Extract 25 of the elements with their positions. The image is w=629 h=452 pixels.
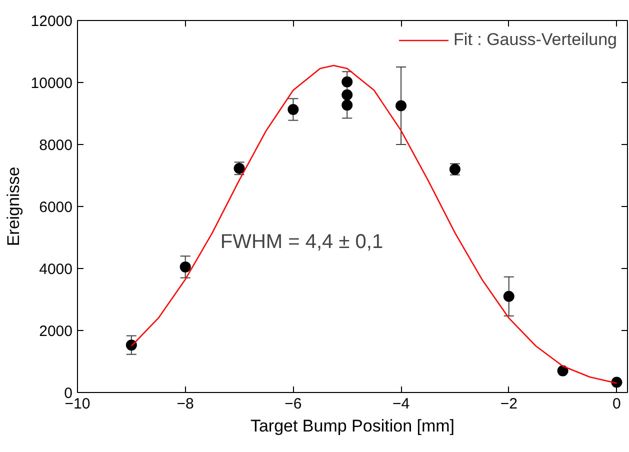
- x-tick-label: −6: [284, 396, 302, 412]
- y-tick-label: 2000: [39, 323, 73, 340]
- point: [342, 89, 353, 100]
- point: [503, 290, 514, 302]
- point: [342, 76, 353, 88]
- y-tick-label: 0: [64, 385, 72, 402]
- y-tick-label: 12000: [30, 13, 73, 30]
- point: [180, 261, 191, 272]
- y-tick-label: 6000: [39, 199, 73, 216]
- y-tick-label: 10000: [30, 75, 73, 92]
- point: [342, 100, 353, 111]
- point: [557, 365, 568, 376]
- x-tick-label: −2: [500, 396, 518, 412]
- x-tick-label: −8: [176, 396, 194, 412]
- y-tick-label: 8000: [39, 137, 73, 154]
- point: [396, 100, 407, 112]
- point: [611, 376, 622, 388]
- y-axis-title: Ereignisse: [4, 166, 23, 246]
- x-axis-title: Target Bump Position [mm]: [250, 416, 455, 436]
- annotation: FWHM = 4,4 ± 0,1: [220, 231, 384, 253]
- point: [288, 104, 299, 115]
- legend-label: Fit : Gauss-Verteilung: [454, 30, 617, 50]
- x-tick-label: −4: [392, 396, 410, 412]
- y-tick-label: 4000: [39, 261, 73, 278]
- x-tick-label: 0: [612, 396, 621, 412]
